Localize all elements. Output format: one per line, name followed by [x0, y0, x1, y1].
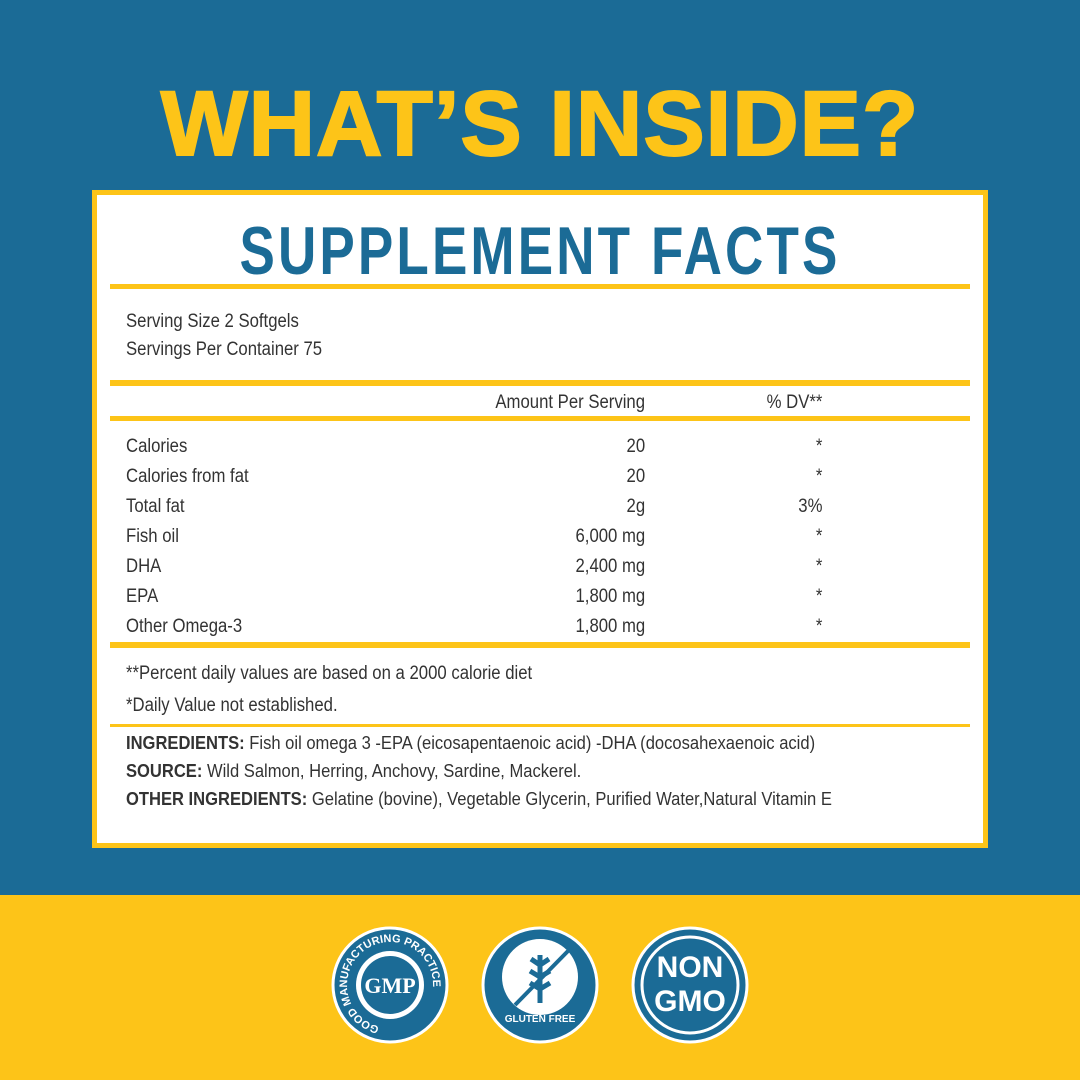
divider	[110, 416, 970, 421]
nutrient-dv: *	[815, 586, 822, 607]
gluten-badge: GLUTEN FREE	[481, 926, 599, 1044]
ingredient-line: OTHER INGREDIENTS: Gelatine (bovine), Veg…	[126, 789, 832, 810]
column-header: Amount Per Serving	[495, 392, 645, 413]
nutrient-amount: 1,800 mg	[575, 586, 645, 607]
servings-per-container: Servings Per Container 75	[126, 339, 323, 360]
nongmo-line1: NON	[657, 951, 724, 984]
nutrient-name: Other Omega-3	[126, 616, 243, 637]
nutrient-amount: 2g	[626, 496, 645, 517]
nutrient-amount: 6,000 mg	[575, 526, 645, 547]
ingredient-label: SOURCE:	[126, 761, 203, 781]
gmp-badge: GOOD MANUFACTURING PRACTICE GMP	[331, 926, 449, 1044]
nutrient-amount: 20	[626, 466, 645, 487]
nutrient-dv: *	[815, 616, 822, 637]
ingredient-label: INGREDIENTS:	[126, 733, 245, 753]
nutrient-dv: *	[815, 466, 822, 487]
divider	[110, 380, 970, 386]
nutrient-dv: *	[815, 526, 822, 547]
footnote: *Daily Value not established.	[126, 695, 338, 716]
headline: WHAT’S INSIDE?	[160, 72, 920, 176]
nutrient-amount: 20	[626, 436, 645, 457]
nutrient-amount: 2,400 mg	[575, 556, 645, 577]
ingredient-text: Wild Salmon, Herring, Anchovy, Sardine, …	[206, 761, 582, 781]
nutrient-dv: *	[815, 556, 822, 577]
ingredient-line: INGREDIENTS: Fish oil omega 3 -EPA (eicos…	[126, 733, 815, 754]
nongmo-badge: NON GMO	[631, 926, 749, 1044]
nutrient-dv: 3%	[797, 496, 822, 517]
nutrient-name: DHA	[126, 556, 162, 577]
divider	[110, 724, 970, 727]
ingredient-label: OTHER INGREDIENTS:	[126, 789, 308, 809]
nutrient-name: Calories	[126, 436, 188, 457]
nutrient-name: Calories from fat	[126, 466, 249, 487]
nutrient-name: Fish oil	[126, 526, 179, 547]
ingredient-line: SOURCE: Wild Salmon, Herring, Anchovy, Sa…	[126, 761, 581, 782]
nongmo-line2: GMO	[654, 985, 726, 1018]
facts-title: SUPPLEMENT FACTS	[239, 213, 841, 289]
nutrient-dv: *	[815, 436, 822, 457]
gmp-center: GMP	[364, 973, 415, 998]
divider	[110, 284, 970, 289]
footnote: **Percent daily values are based on a 20…	[126, 663, 533, 684]
divider	[110, 642, 970, 648]
ingredient-text: Gelatine (bovine), Vegetable Glycerin, P…	[311, 789, 832, 809]
column-header: % DV**	[766, 392, 822, 413]
nutrient-name: Total fat	[126, 496, 185, 517]
badges: GOOD MANUFACTURING PRACTICE GMP GLUTEN F…	[331, 926, 749, 1044]
gluten-text: GLUTEN FREE	[505, 1014, 576, 1025]
facts-panel	[92, 190, 988, 848]
nutrient-amount: 1,800 mg	[575, 616, 645, 637]
ingredient-text: Fish oil omega 3 -EPA (eicosapentaenoic …	[249, 733, 816, 753]
serving-size: Serving Size 2 Softgels	[126, 311, 299, 332]
nutrient-name: EPA	[126, 586, 159, 607]
